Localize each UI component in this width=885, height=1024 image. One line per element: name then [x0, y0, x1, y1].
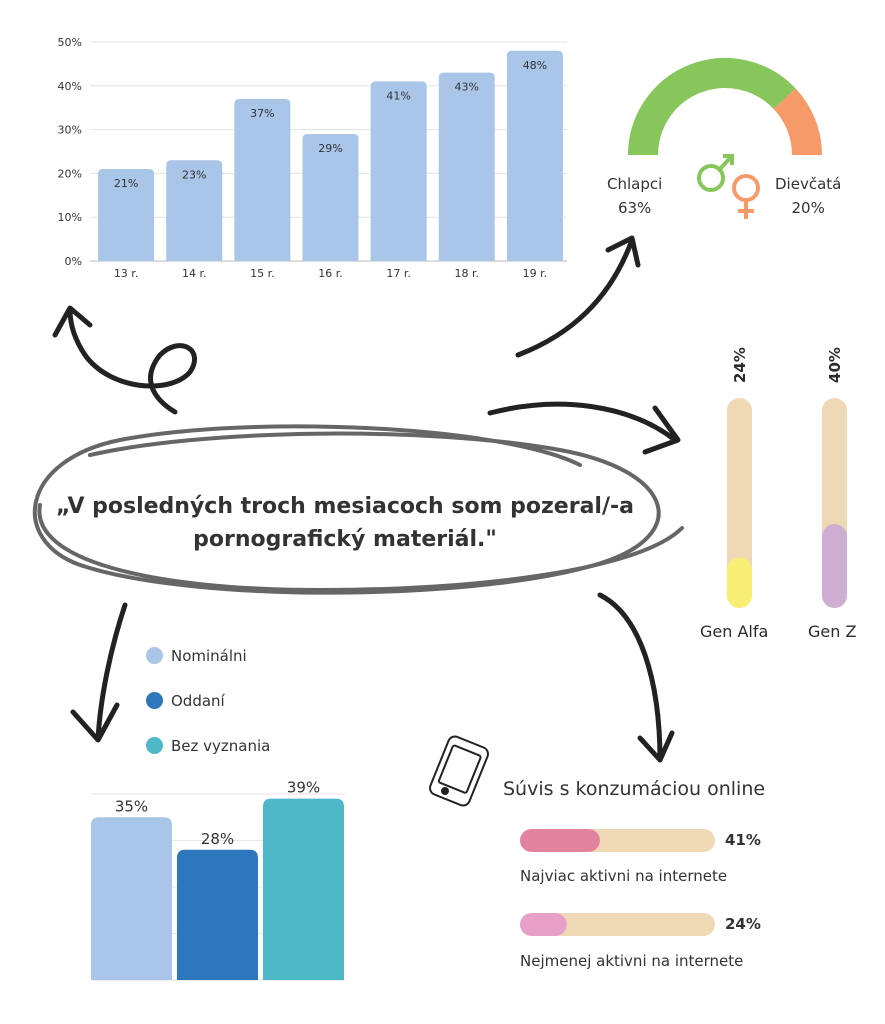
female-cross	[738, 200, 754, 219]
y-tick-label: 40%	[58, 80, 82, 93]
bar-14 r.	[166, 160, 223, 261]
progress-fill-Gen Z	[822, 524, 847, 608]
quote-line-1: „V posledných troch mesiacoch som pozera…	[56, 494, 634, 519]
y-tick-label: 10%	[58, 211, 82, 224]
bar-19 r.	[506, 50, 563, 262]
legend-swatch	[146, 692, 163, 709]
progress-fill-Gen Alfa	[727, 557, 752, 608]
x-tick-label: 17 r.	[386, 267, 411, 280]
bar-18 r.	[438, 72, 495, 261]
y-tick-label: 30%	[58, 124, 82, 137]
x-tick-label: 16 r.	[318, 267, 343, 280]
bar-data-label: 37%	[250, 107, 274, 120]
quote-line-2: pornografický materiál."	[193, 527, 497, 552]
boys-value: 63%	[617, 199, 652, 217]
quote-scribble-ellipse	[32, 424, 684, 595]
bar-16 r.	[302, 133, 359, 261]
bar-data-label: 41%	[386, 89, 410, 102]
bar-Nominálni	[91, 817, 172, 980]
gauge-girls-label: Dievčatá 20%	[775, 172, 841, 220]
female-circle	[732, 174, 760, 202]
bar-data-label: 35%	[115, 797, 148, 815]
phone-body	[429, 735, 489, 807]
legend-item-nominalni: Nominálni	[146, 647, 247, 665]
bar-data-label: 39%	[287, 779, 320, 797]
arrow-to-generation-icon	[487, 401, 681, 455]
gauge-segment-Chlapci	[628, 58, 796, 156]
legend-label: Bez vyznania	[171, 737, 271, 755]
bar-data-label: 43%	[455, 81, 479, 94]
bar-data-label: 29%	[318, 142, 342, 155]
gen-alfa-value: 24%	[730, 347, 749, 383]
bar-15 r.	[234, 98, 291, 261]
arrow-to-age-chart-icon	[52, 305, 198, 415]
progress-fill	[520, 913, 567, 936]
scribble-stroke	[32, 424, 661, 595]
girls-value: 20%	[791, 199, 825, 217]
legend-swatch	[146, 647, 163, 664]
legend-item-oddani: Oddaní	[146, 692, 225, 710]
bar-Bez vyznania	[263, 798, 344, 980]
arrow-to-gender-icon	[515, 235, 641, 358]
y-tick-label: 50%	[58, 36, 82, 49]
gauge-segment-Dievčatá	[773, 88, 822, 156]
scribble-stroke	[37, 503, 684, 593]
legend-swatch	[146, 737, 163, 754]
bar-data-label: 21%	[114, 177, 138, 190]
bar-data-label: 23%	[182, 168, 206, 181]
bar-data-label: 48%	[523, 59, 547, 72]
arrows	[52, 235, 681, 763]
bar-Oddaní	[177, 849, 258, 980]
x-tick-label: 15 r.	[250, 267, 275, 280]
online-least-value: 24%	[725, 915, 761, 933]
online-least-label: Nejmenej aktivni na internete	[520, 952, 744, 970]
x-tick-label: 19 r.	[523, 267, 548, 280]
legend-label: Oddaní	[171, 692, 225, 710]
phone-screen	[437, 744, 482, 794]
online-most-label: Najviac aktivni na internete	[520, 867, 728, 885]
gen-z-value: 40%	[825, 347, 844, 383]
y-tick-label: 0%	[65, 255, 82, 268]
legend-label: Nominálni	[171, 647, 247, 665]
progress-track	[727, 398, 752, 608]
x-tick-label: 18 r.	[455, 267, 480, 280]
x-tick-label: 13 r.	[114, 267, 139, 280]
female-symbol-icon	[732, 174, 760, 219]
y-tick-label: 20%	[58, 167, 82, 180]
arrow-to-online-icon	[597, 592, 675, 763]
smartphone-icon	[429, 735, 489, 807]
male-arrow	[718, 154, 734, 171]
x-tick-label: 14 r.	[182, 267, 207, 280]
gauge-boys-label: Chlapci 63%	[607, 172, 662, 220]
progress-fill	[520, 829, 600, 852]
arrow-to-religion-icon	[70, 602, 128, 743]
legend-item-bez-vyznania: Bez vyznania	[146, 737, 270, 755]
bar-13 r.	[98, 169, 155, 261]
gen-alfa-label: Gen Alfa	[700, 622, 769, 641]
boys-name: Chlapci	[607, 175, 663, 193]
bar-data-label: 28%	[201, 830, 234, 848]
gen-z-label: Gen Z	[808, 622, 857, 641]
online-title: Súvis s konzumáciou online	[503, 778, 766, 800]
central-quote: „V posledných troch mesiacoch som pozera…	[20, 490, 670, 556]
online-most-value: 41%	[725, 831, 761, 849]
progress-track	[520, 913, 715, 936]
girls-name: Dievčatá	[775, 175, 842, 193]
male-symbol-icon	[697, 154, 734, 192]
bar-17 r.	[370, 81, 427, 261]
phone-button	[441, 787, 449, 795]
male-circle	[697, 164, 725, 192]
